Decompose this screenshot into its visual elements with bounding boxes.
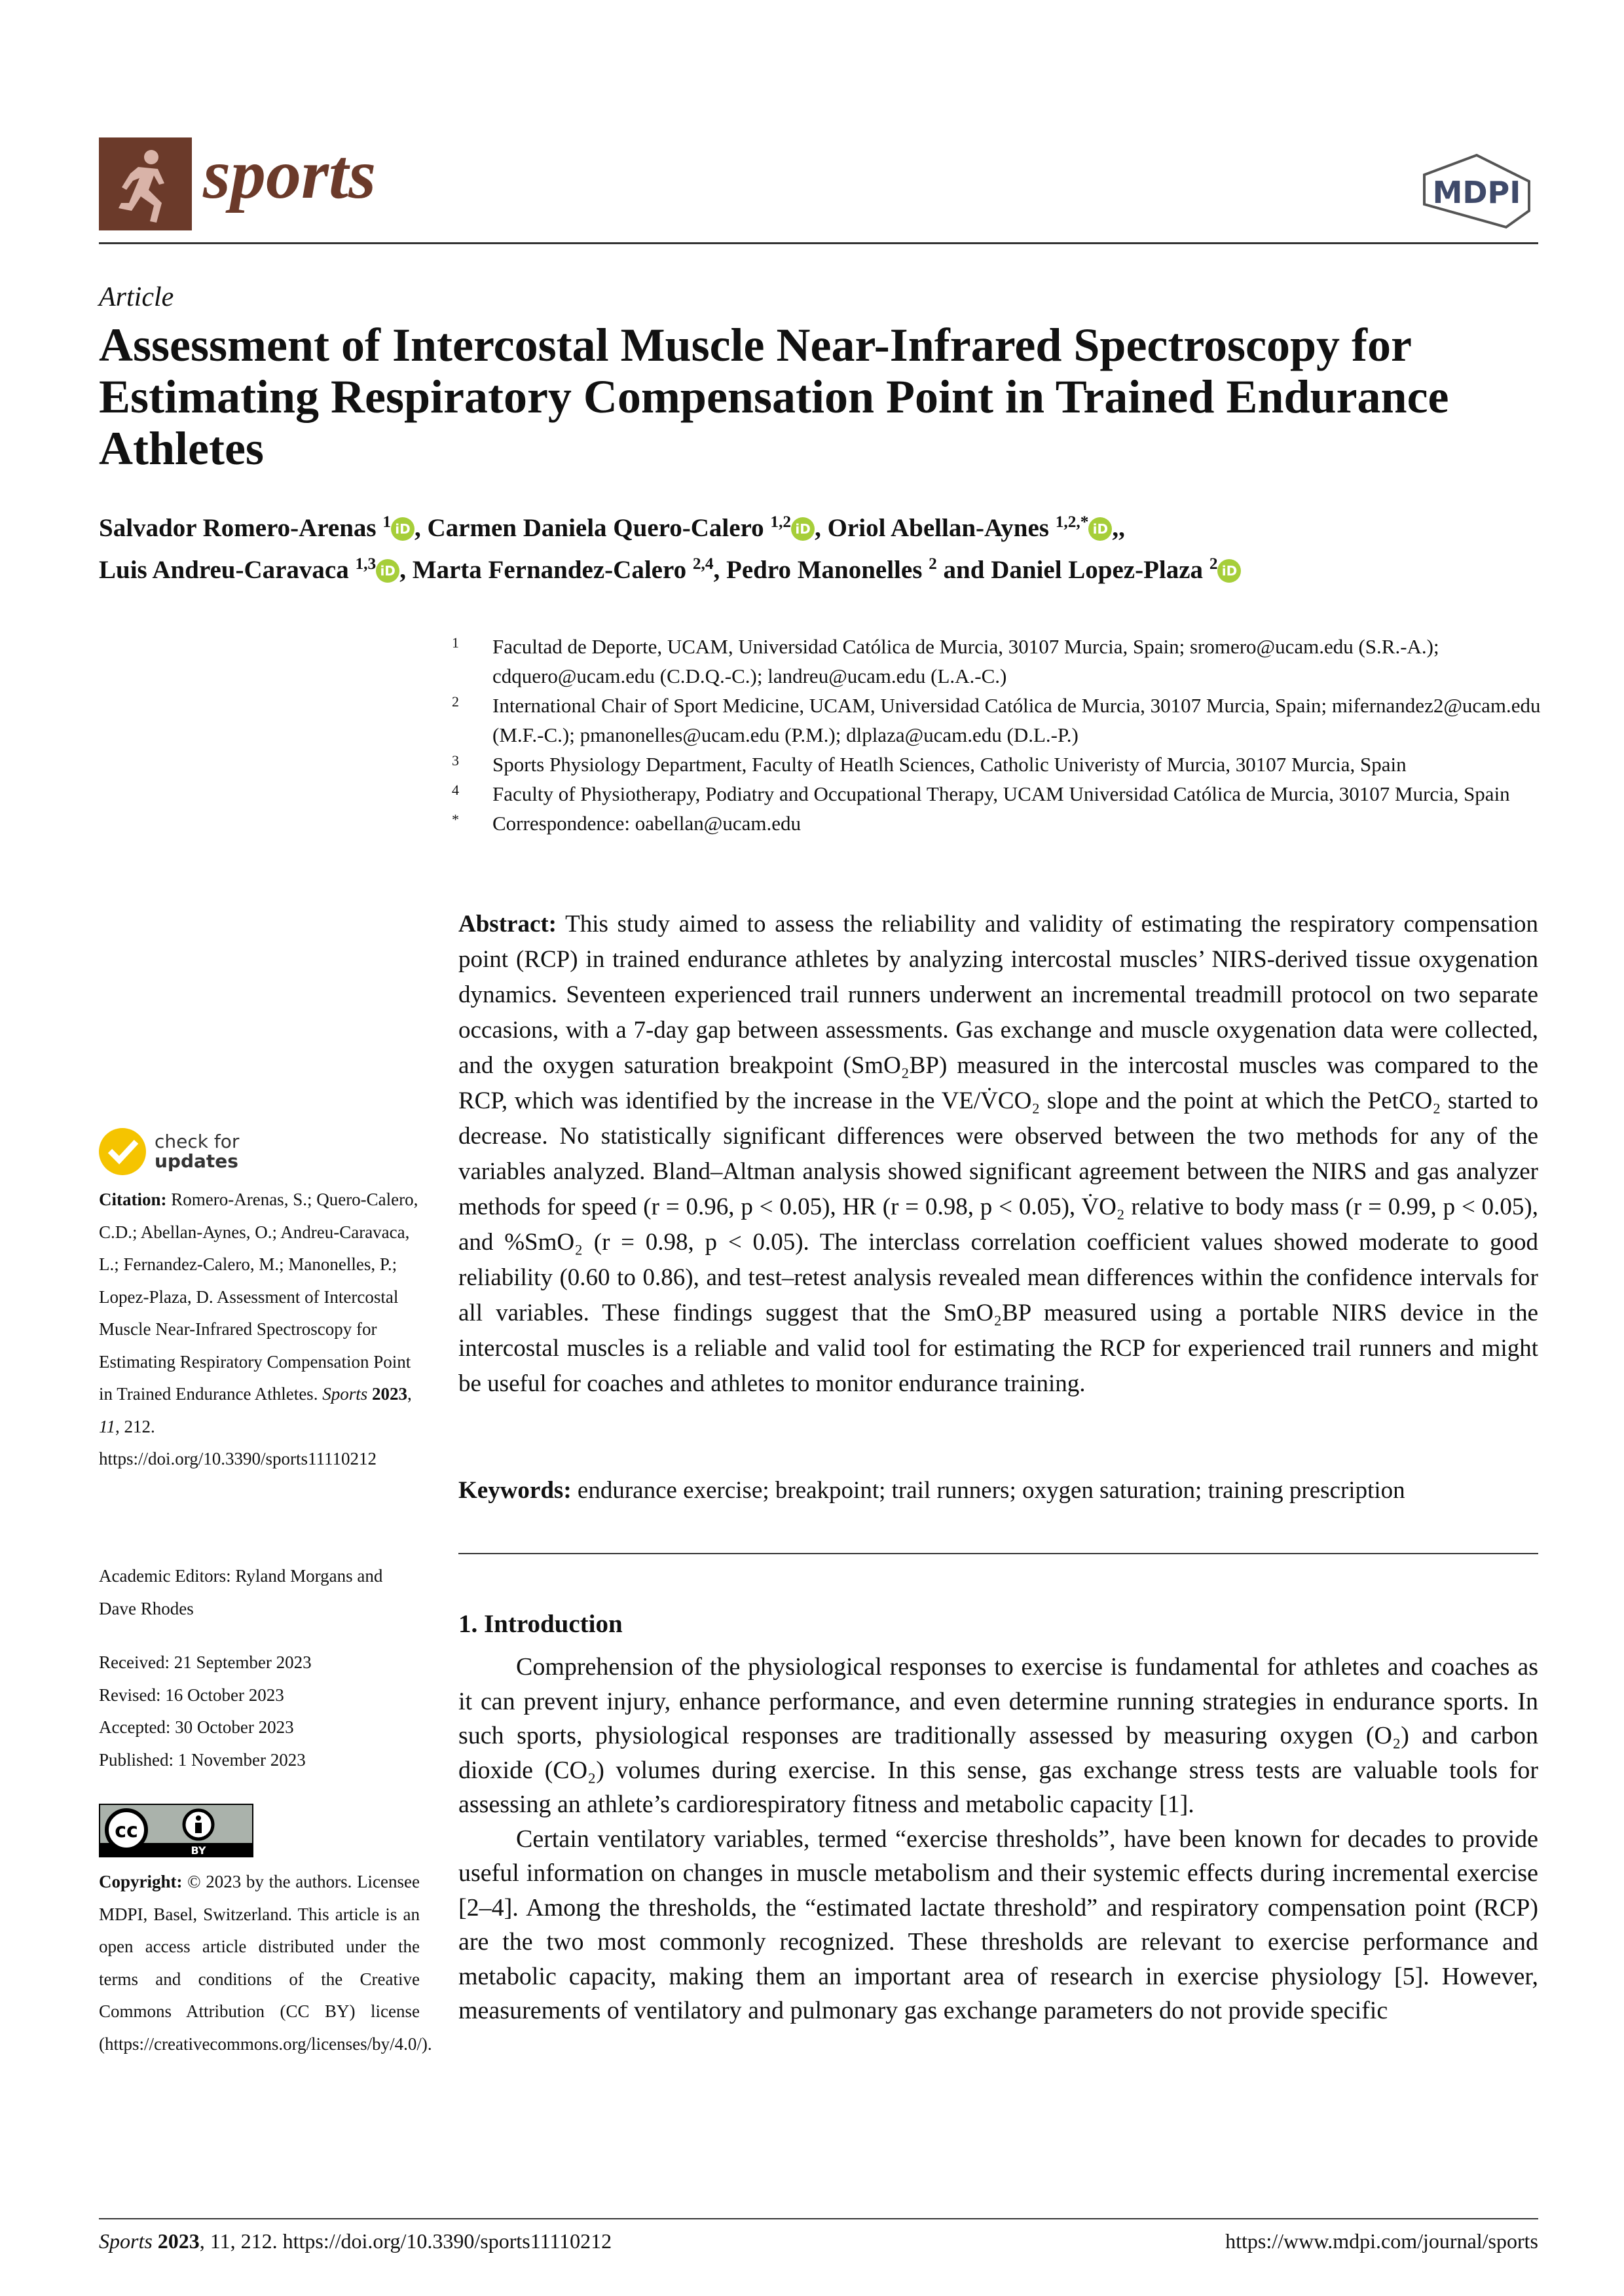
footer-journal-url[interactable]: https://www.mdpi.com/journal/sports <box>1225 2229 1538 2253</box>
cc-icon: cc BY <box>100 1808 252 1857</box>
affiliation: 1 Facultad de Deporte, UCAM, Universidad … <box>452 632 1545 691</box>
svg-text:cc: cc <box>115 1819 138 1842</box>
citation-text: Romero-Arenas, S.; Quero-Calero, C.D.; A… <box>99 1190 418 1404</box>
introduction-body: Comprehension of the physiological respo… <box>458 1650 1538 2028</box>
paper-title: Assessment of Intercostal Muscle Near-In… <box>99 319 1449 475</box>
orcid-icon[interactable]: iD <box>791 517 815 541</box>
author-name: Pedro Manonelles <box>726 556 923 584</box>
cc-by-label: BY <box>191 1844 206 1856</box>
footer-year: 2023 <box>157 2229 200 2253</box>
date-received: Received: 21 September 2023 <box>99 1652 312 1672</box>
affiliation-text: Correspondence: oabellan@ucam.edu <box>492 812 801 835</box>
keywords-text: endurance exercise; breakpoint; trail ru… <box>577 1477 1405 1504</box>
paragraph: Certain ventilatory variables, termed “e… <box>458 1825 1538 2025</box>
footer-doi[interactable]: , 11, 212. https://doi.org/10.3390/sport… <box>199 2229 612 2253</box>
orcid-icon[interactable]: iD <box>1088 517 1113 541</box>
footer-divider <box>99 2218 1538 2219</box>
author-affiliation-marker: 1,2 <box>770 513 792 531</box>
cc-by-license-badge[interactable]: cc BY <box>99 1804 253 1857</box>
affiliation-number: 1 <box>452 634 459 651</box>
author-name: Oriol Abellan-Aynes <box>827 514 1049 542</box>
affiliation: 2 International Chair of Sport Medicine, … <box>452 691 1545 750</box>
citation-journal: Sports <box>322 1384 368 1404</box>
runner-icon <box>119 150 164 223</box>
date-accepted: Accepted: 30 October 2023 <box>99 1717 294 1737</box>
copyright-text: © 2023 by the authors. Licensee MDPI, Ba… <box>99 1872 432 2054</box>
academic-editors: Academic Editors: Ryland Morgans and Dav… <box>99 1566 383 1618</box>
mdpi-logo-text: MDPI <box>1433 175 1521 210</box>
abstract-divider <box>458 1553 1538 1554</box>
copyright: Copyright: © 2023 by the authors. Licens… <box>99 1866 432 2060</box>
citation: Citation: Romero-Arenas, S.; Quero-Caler… <box>99 1190 418 1469</box>
affiliation-number: 3 <box>452 752 459 769</box>
affiliation-number: 4 <box>452 782 459 798</box>
affiliation-text: Facultad de Deporte, UCAM, Universidad C… <box>492 635 1439 687</box>
mdpi-logo: MDPI <box>1418 152 1536 230</box>
author-name: Carmen Daniela Quero-Calero <box>427 514 764 542</box>
publication-dates: Received: 21 September 2023 Revised: 16 … <box>99 1647 420 1776</box>
citation-label: Citation: <box>99 1190 167 1209</box>
affiliation-text: Sports Physiology Department, Faculty of… <box>492 753 1407 776</box>
date-published: Published: 1 November 2023 <box>99 1749 306 1770</box>
affiliation-number: * <box>452 811 459 828</box>
orcid-icon[interactable]: iD <box>376 559 400 583</box>
author-affiliation-marker: 1 <box>382 513 391 531</box>
abstract-text: This study aimed to assess the reliabili… <box>458 911 1538 1397</box>
author-affiliation-marker: 2 <box>929 555 937 573</box>
author-list: Salvador Romero-Arenas 1 iD, Carmen Danie… <box>99 504 1540 588</box>
author-affiliation-marker: 2 <box>1209 555 1218 573</box>
check-for-updates-button[interactable]: check for updates <box>98 1127 239 1176</box>
affiliation-text: Faculty of Physiotherapy, Podiatry and O… <box>492 782 1510 805</box>
footer-journal: Sports <box>99 2229 153 2253</box>
date-revised: Revised: 16 October 2023 <box>99 1685 284 1705</box>
journal-logo <box>99 137 192 230</box>
author-name: Marta Fernandez-Calero <box>412 556 687 584</box>
affiliation-number: 2 <box>452 693 459 710</box>
section-heading: 1. Introduction <box>458 1610 623 1638</box>
orcid-icon[interactable]: iD <box>1217 559 1242 583</box>
paragraph: Comprehension of the physiological respo… <box>458 1653 1538 1818</box>
header-divider <box>99 242 1538 244</box>
updates-label: updates <box>155 1150 238 1172</box>
citation-year: 2023 <box>371 1384 407 1404</box>
affiliation-text: International Chair of Sport Medicine, U… <box>492 694 1541 746</box>
abstract-label: Abstract: <box>458 911 557 938</box>
checkmark-icon <box>99 1128 146 1175</box>
keywords-label: Keywords: <box>458 1477 572 1504</box>
author-affiliation-marker: 1,3 <box>355 555 377 573</box>
citation-volume: 11 <box>99 1416 115 1436</box>
article-type: Article <box>99 282 174 312</box>
orcid-icon[interactable]: iD <box>391 517 415 541</box>
author-name: Salvador Romero-Arenas <box>99 514 377 542</box>
affiliation: * Correspondence: oabellan@ucam.edu <box>452 809 1545 838</box>
affiliations: 1 Facultad de Deporte, UCAM, Universidad … <box>452 632 1545 838</box>
citation-doi[interactable]: , 212. https://doi.org/10.3390/sports111… <box>99 1416 377 1469</box>
author-affiliation-marker: 1,2,* <box>1055 513 1089 531</box>
journal-name: sports <box>203 136 377 213</box>
copyright-label: Copyright: <box>99 1872 183 1891</box>
keywords: Keywords: endurance exercise; breakpoint… <box>458 1473 1538 1508</box>
footer-citation: Sports 2023, 11, 212. https://doi.org/10… <box>99 2229 612 2253</box>
affiliation: 3 Sports Physiology Department, Faculty o… <box>452 750 1545 779</box>
author-name: Daniel Lopez-Plaza <box>991 556 1204 584</box>
author-affiliation-marker: 2,4 <box>692 555 714 573</box>
abstract: Abstract: This study aimed to assess the… <box>458 907 1538 1402</box>
check-label: check for <box>155 1131 240 1152</box>
affiliation: 4 Faculty of Physiotherapy, Podiatry and … <box>452 779 1545 809</box>
author-name: Luis Andreu-Caravaca <box>99 556 349 584</box>
